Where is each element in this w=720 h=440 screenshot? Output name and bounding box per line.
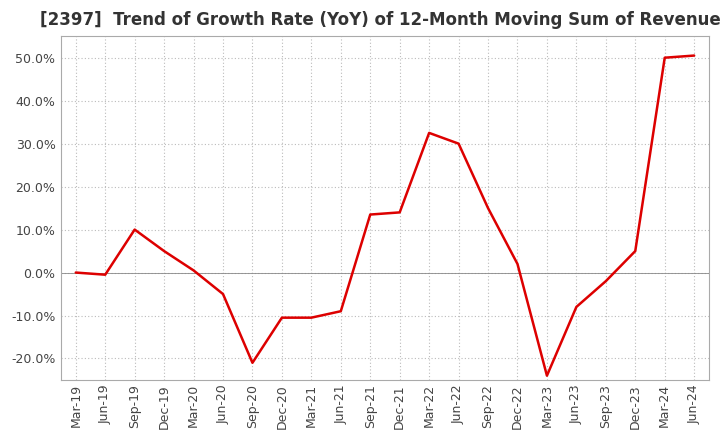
Title: [2397]  Trend of Growth Rate (YoY) of 12-Month Moving Sum of Revenues: [2397] Trend of Growth Rate (YoY) of 12-…	[40, 11, 720, 29]
